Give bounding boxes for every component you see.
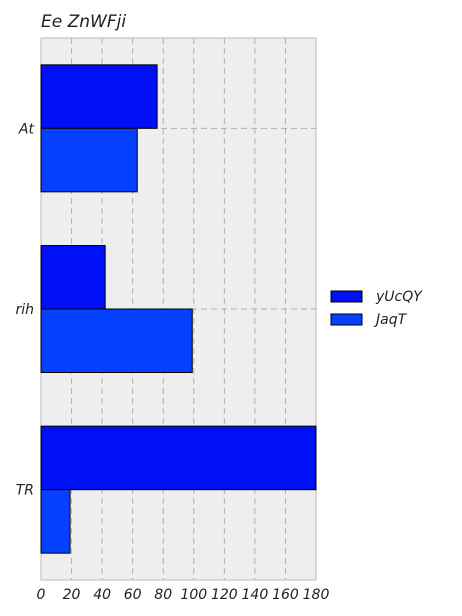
x-tick-label: 140	[242, 587, 269, 603]
x-tick-label: 40	[93, 587, 111, 603]
bar-JaqT-rih	[40, 308, 193, 373]
x-tick-label: 100	[180, 587, 207, 603]
bar-yUcQY-TR	[40, 425, 317, 491]
bar-JaqT-TR	[40, 489, 71, 554]
x-tick-labels: 0 20 40 60 80 100 120 140 160 180	[37, 587, 330, 603]
x-tick-label: 80	[154, 587, 172, 603]
x-tick-label: 160	[272, 587, 299, 603]
bars	[40, 64, 317, 554]
bar-JaqT-At	[40, 127, 138, 193]
bar-yUcQY-rih	[40, 245, 106, 310]
y-tick-label: At	[18, 121, 35, 137]
legend: yUcQY JaqT	[330, 289, 423, 328]
x-tick-label: 180	[303, 587, 330, 603]
y-tick-labels: At rih TR	[15, 121, 34, 498]
chart-title: Ee ZnWFji	[41, 12, 126, 32]
bar-yUcQY-At	[40, 64, 158, 129]
x-tick-label: 120	[211, 587, 238, 603]
legend-swatch	[330, 313, 363, 326]
legend-label: yUcQY	[375, 289, 423, 305]
legend-label: JaqT	[373, 312, 408, 328]
y-tick-label: rih	[15, 302, 34, 318]
y-tick-label: TR	[16, 483, 34, 499]
legend-swatch	[330, 290, 363, 303]
x-tick-label: 0	[37, 587, 46, 603]
x-tick-label: 60	[124, 587, 142, 603]
x-tick-label: 20	[63, 587, 81, 603]
